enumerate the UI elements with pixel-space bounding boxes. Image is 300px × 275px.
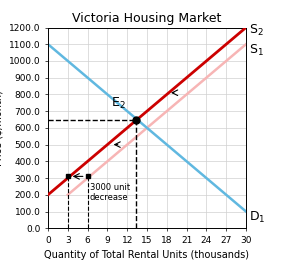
X-axis label: Quantity of Total Rental Units (thousands): Quantity of Total Rental Units (thousand… bbox=[44, 251, 250, 260]
Text: E$_2$: E$_2$ bbox=[111, 96, 126, 111]
Text: 3000 unit
decrease: 3000 unit decrease bbox=[90, 183, 130, 202]
Text: S$_1$: S$_1$ bbox=[249, 43, 264, 58]
Text: S$_2$: S$_2$ bbox=[249, 23, 264, 38]
Title: Victoria Housing Market: Victoria Housing Market bbox=[72, 12, 222, 25]
Y-axis label: Price ($/month): Price ($/month) bbox=[0, 90, 3, 166]
Text: D$_1$: D$_1$ bbox=[249, 210, 266, 225]
